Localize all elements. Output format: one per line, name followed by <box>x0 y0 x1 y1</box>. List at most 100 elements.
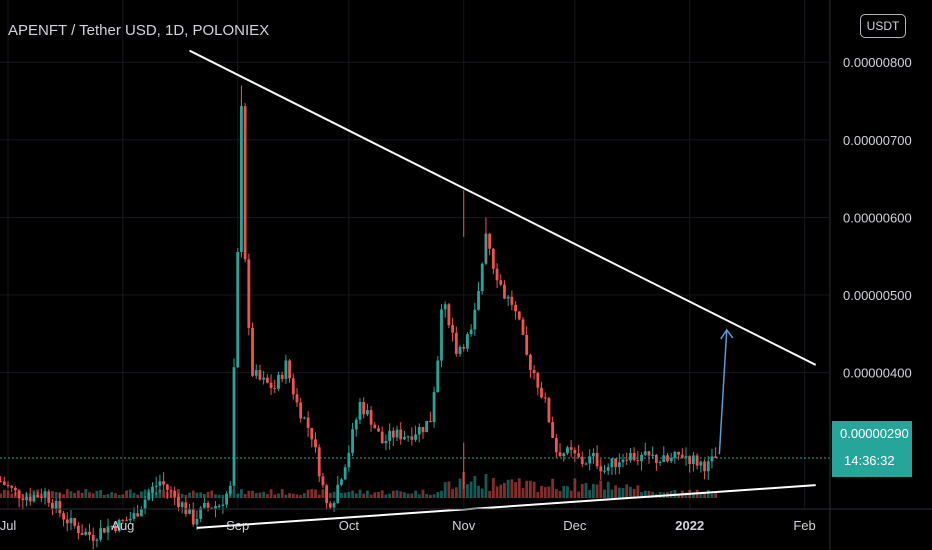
volume-bar <box>91 493 95 498</box>
volume-bar <box>514 482 517 498</box>
candle-body <box>21 498 25 501</box>
candle-body <box>447 304 451 326</box>
candle-body <box>280 374 284 379</box>
volume-bar <box>625 484 629 498</box>
volume-bar <box>547 486 551 498</box>
time-tick-label: Oct <box>339 518 360 533</box>
candle-body <box>551 422 555 438</box>
candle-body <box>377 428 380 432</box>
time-tick-label: Feb <box>793 518 815 533</box>
volume-bar <box>202 494 206 498</box>
candle-body <box>214 506 217 509</box>
candle-body <box>195 518 199 525</box>
volume-bar <box>217 494 221 498</box>
candle-body <box>136 513 140 517</box>
candle-body <box>658 462 662 464</box>
candle-body <box>199 507 203 519</box>
currency-button[interactable]: USDT <box>860 14 906 38</box>
candle-body <box>521 319 525 335</box>
volume-bar <box>580 484 584 498</box>
price-axis-ticks: 0.00000800 0.00000700 0.00000600 0.00000500… <box>843 55 912 380</box>
volume-bar <box>280 489 284 498</box>
candle-body <box>373 424 377 429</box>
candle-body <box>269 382 273 388</box>
volume-bar <box>466 484 469 498</box>
candle-body <box>517 311 521 320</box>
volume-bar <box>254 492 258 498</box>
volume-bar <box>184 494 188 498</box>
volume-bar <box>291 493 295 498</box>
candle-body <box>673 451 677 458</box>
candle-body <box>217 505 221 507</box>
volume-bar <box>458 478 462 498</box>
volume-bar <box>143 489 147 498</box>
candle-body <box>384 440 388 444</box>
volume-bar <box>391 490 395 498</box>
candle-body <box>632 452 636 461</box>
volume-bar <box>354 493 358 498</box>
volume-bar <box>414 490 417 498</box>
candle-body <box>380 431 384 444</box>
volume-bar <box>532 481 536 498</box>
candle-body <box>436 360 440 392</box>
volume-bar <box>569 490 573 498</box>
volume-bar <box>128 489 132 498</box>
volume-bar <box>247 490 251 498</box>
volume-bar <box>469 481 473 498</box>
candle-body <box>340 479 343 485</box>
volume-bar <box>554 488 558 498</box>
volume-bar <box>69 491 73 498</box>
candle-body <box>25 496 28 501</box>
target-arrow[interactable] <box>718 328 734 455</box>
volume-bar <box>6 490 10 498</box>
volume-bar <box>621 488 625 498</box>
candle-body <box>336 484 340 503</box>
volume-bar <box>403 492 406 498</box>
volume-bar <box>484 474 488 498</box>
volume-bar <box>410 493 414 498</box>
candle-body <box>714 456 718 458</box>
volume-bar <box>288 493 291 498</box>
volume-bar <box>443 482 447 498</box>
candle-body <box>584 463 588 465</box>
volume-bar <box>54 492 58 498</box>
candle-body <box>51 502 54 509</box>
candle-body <box>580 456 584 465</box>
candle-body <box>617 462 621 468</box>
candle-body <box>558 452 562 457</box>
candle-body <box>540 387 543 398</box>
candle-body <box>621 459 625 463</box>
volume-bar <box>154 492 158 498</box>
volume-bar <box>0 493 2 498</box>
time-tick-label: Aug <box>111 518 134 533</box>
candle-body <box>291 378 295 395</box>
volume-bar <box>251 490 254 498</box>
bar-countdown: 14:36:32 <box>844 453 895 468</box>
arrow-head <box>720 328 734 340</box>
volume-bar <box>577 491 580 498</box>
candle-body <box>428 420 432 423</box>
volume-bar <box>377 492 380 498</box>
volume-bar <box>488 491 492 498</box>
volume-bar <box>588 490 592 498</box>
volume-bar <box>473 476 477 498</box>
candle-body <box>651 454 655 456</box>
volume-bar <box>195 492 199 498</box>
candle-body <box>173 490 177 497</box>
chart-title: APENFT / Tether USD, 1D, POLONIEX <box>8 22 270 39</box>
upper-trendline[interactable] <box>189 49 817 366</box>
volume-bar <box>447 481 451 498</box>
candle-body <box>495 268 499 281</box>
candle-body <box>39 496 43 498</box>
lower-trendline[interactable] <box>196 484 816 529</box>
volume-bar <box>365 490 369 498</box>
volume-bar <box>191 490 195 498</box>
volume-bars <box>0 472 718 498</box>
candle-body <box>265 377 269 383</box>
candle-body <box>684 456 688 458</box>
volume-bar <box>299 494 303 498</box>
candle-body <box>76 525 80 534</box>
candle-body <box>177 496 180 507</box>
candle-body <box>99 528 103 540</box>
